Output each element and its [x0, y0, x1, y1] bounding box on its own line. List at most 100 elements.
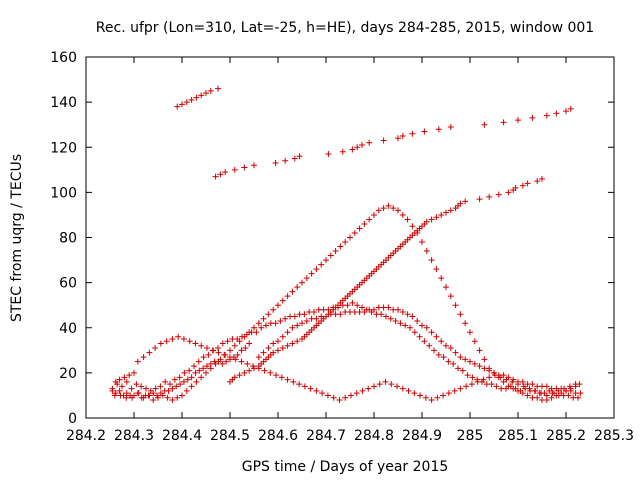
data-point-245: [353, 390, 360, 397]
data-point-144: [299, 320, 305, 327]
data-point-109: [455, 365, 461, 372]
data-point-244: [347, 392, 354, 399]
data-point-171: [428, 329, 435, 336]
data-point-400: [294, 338, 301, 345]
data-point-51: [176, 374, 183, 381]
data-point-61: [224, 338, 231, 345]
data-point-295: [164, 394, 171, 401]
data-point-208: [140, 354, 147, 361]
data-point-490: [395, 135, 401, 142]
data-point-106: [440, 354, 447, 361]
data-point-486: [354, 144, 361, 151]
data-point-142: [289, 324, 296, 331]
data-point-291: [145, 392, 152, 399]
data-point-232: [278, 374, 285, 381]
data-point-263: [457, 385, 464, 392]
data-point-94: [383, 313, 389, 320]
data-point-57: [205, 351, 212, 358]
data-point-40: [123, 378, 130, 385]
data-point-364: [495, 374, 502, 381]
data-point-296: [169, 396, 176, 403]
data-point-492: [409, 130, 416, 137]
data-point-395: [270, 349, 277, 356]
data-point-52: [181, 369, 188, 376]
y-tick-label-3: 60: [59, 276, 77, 292]
data-point-180: [471, 360, 478, 367]
data-point-229: [261, 367, 268, 374]
data-point-98: [402, 322, 409, 329]
x-tick-label-2: 284.4: [162, 428, 202, 444]
data-point-195: [543, 383, 550, 390]
data-point-258: [428, 396, 435, 403]
data-point-46: [152, 385, 159, 392]
x-tick-label-8: 285: [457, 428, 484, 444]
data-point-379: [567, 385, 574, 392]
data-point-103: [426, 342, 433, 349]
data-point-262: [451, 387, 458, 394]
data-point-493: [421, 128, 428, 135]
data-point-277: [538, 390, 545, 397]
data-point-375: [548, 394, 555, 401]
data-point-483: [325, 151, 332, 158]
data-point-368: [515, 387, 521, 394]
data-point-167: [409, 313, 416, 320]
x-tick-label-4: 284.6: [258, 428, 298, 444]
data-point-367: [510, 385, 517, 392]
data-point-399: [289, 340, 296, 347]
data-point-324: [303, 275, 310, 282]
y-tick-label-0: 0: [68, 411, 77, 427]
data-point-17: [173, 383, 180, 390]
data-point-139: [275, 338, 281, 345]
data-point-77: [301, 311, 308, 318]
data-point-157: [361, 308, 368, 315]
data-point-37: [109, 387, 116, 394]
data-point-275: [526, 385, 533, 392]
data-point-173: [438, 338, 445, 345]
data-point-454: [428, 216, 435, 223]
data-point-179: [467, 358, 473, 365]
data-point-397: [279, 345, 286, 352]
data-point-147: [313, 315, 320, 322]
data-point-332: [342, 239, 349, 246]
data-point-259: [434, 394, 441, 401]
data-point-315: [260, 315, 267, 322]
data-point-72: [277, 317, 284, 324]
data-point-485: [349, 146, 356, 153]
data-point-472: [539, 175, 545, 182]
data-point-474: [217, 171, 224, 178]
data-point-44: [143, 385, 149, 392]
data-point-253: [399, 385, 406, 392]
data-point-396: [275, 347, 281, 354]
data-point-36: [246, 340, 253, 347]
data-point-116: [488, 381, 495, 388]
data-point-203: [111, 392, 118, 399]
data-point-215: [180, 336, 187, 343]
data-point-107: [445, 358, 452, 365]
data-point-365: [500, 378, 507, 385]
data-point-138: [270, 340, 277, 347]
data-point-145: [303, 317, 310, 324]
data-point-494: [435, 126, 442, 133]
data-point-488: [366, 139, 373, 146]
data-point-218: [198, 342, 205, 349]
y-axis: 0 20 40 60 80 100 120 140 160: [50, 50, 614, 427]
data-point-360: [476, 347, 483, 354]
data-point-16: [169, 385, 176, 392]
data-point-265: [468, 381, 475, 388]
data-point-73: [282, 315, 289, 322]
data-point-50: [171, 376, 178, 383]
data-point-54: [191, 363, 197, 370]
data-point-2: [116, 387, 123, 394]
data-point-489: [380, 137, 387, 144]
data-point-352: [438, 275, 445, 282]
data-point-166: [404, 311, 411, 318]
data-point-42: [133, 381, 140, 388]
data-point-206: [129, 394, 136, 401]
data-point-501: [553, 110, 560, 117]
data-point-326: [313, 266, 320, 273]
data-point-204: [117, 392, 124, 399]
data-point-299: [183, 387, 190, 394]
data-point-152: [337, 311, 344, 318]
data-point-469: [519, 182, 526, 189]
data-point-458: [447, 207, 454, 214]
